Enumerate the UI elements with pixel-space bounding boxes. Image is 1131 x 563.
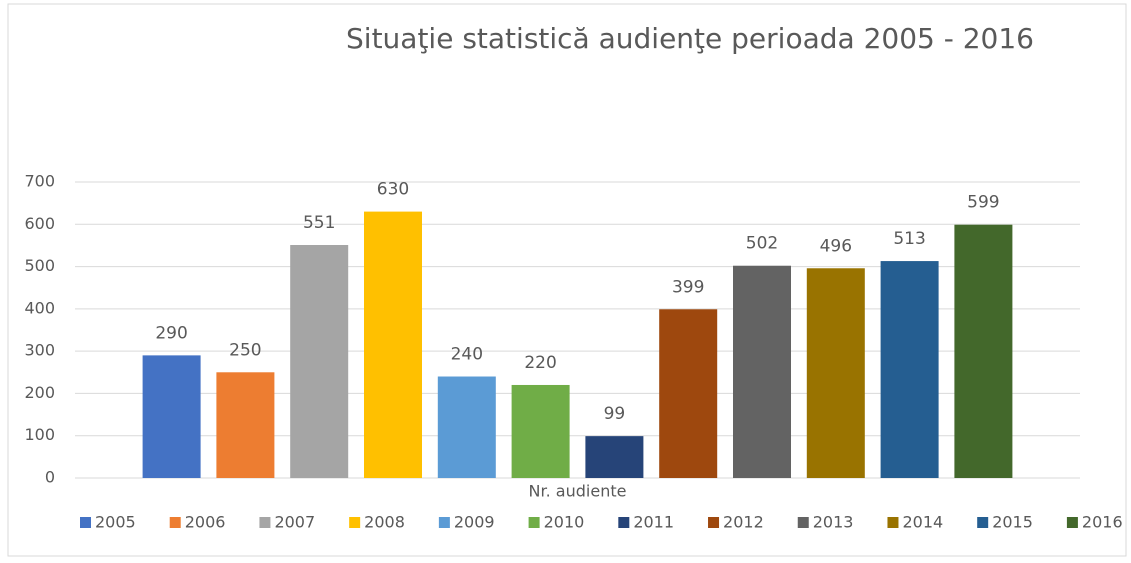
bar: [733, 265, 791, 478]
legend-label: 2009: [454, 513, 495, 532]
legend-swatch: [169, 517, 181, 528]
data-label: 551: [303, 213, 335, 233]
bar: [364, 211, 422, 478]
data-label: 99: [604, 404, 626, 424]
y-tick-label: 700: [24, 172, 55, 191]
legend-swatch: [618, 517, 630, 528]
data-label: 502: [746, 234, 778, 254]
chart-title: Situaţie statistică audienţe perioada 20…: [346, 22, 1034, 55]
legend-swatch: [797, 517, 809, 528]
bar: [290, 245, 349, 478]
data-label: 250: [229, 340, 261, 360]
data-label: 496: [820, 236, 852, 256]
legend-swatch: [438, 517, 450, 528]
y-tick-label: 300: [24, 341, 55, 360]
y-tick-label: 100: [24, 425, 55, 444]
bar: [585, 436, 644, 478]
y-tick-label: 600: [24, 214, 55, 233]
data-label: 240: [451, 345, 483, 365]
legend-swatch: [887, 517, 899, 528]
y-tick-label: 500: [24, 256, 55, 275]
legend-swatch: [708, 517, 720, 528]
data-label: 513: [893, 229, 925, 249]
bar: [511, 384, 570, 478]
legend-label: 2006: [185, 513, 226, 532]
legend-swatch: [977, 517, 989, 528]
y-tick-label: 200: [24, 383, 55, 402]
data-label: 220: [524, 353, 556, 373]
legend-swatch: [349, 517, 361, 528]
legend-label: 2005: [95, 513, 136, 532]
legend-label: 2013: [813, 513, 854, 532]
legend-label: 2008: [364, 513, 405, 532]
bar: [880, 261, 939, 478]
legend-label: 2016: [1082, 513, 1123, 532]
x-tick-label: Nr. audiente: [529, 482, 627, 501]
data-label: 630: [377, 180, 409, 200]
y-tick-label: 0: [45, 468, 55, 487]
bar: [659, 309, 718, 478]
legend-label: 2011: [633, 513, 674, 532]
legend-label: 2014: [902, 513, 943, 532]
legend-swatch: [259, 517, 271, 528]
data-label: 599: [967, 193, 999, 213]
bar: [437, 376, 496, 478]
legend-swatch: [528, 517, 540, 528]
legend-label: 2015: [992, 513, 1033, 532]
bar: [142, 355, 201, 478]
bar: [806, 268, 865, 478]
legend-swatch: [80, 517, 91, 528]
legend-swatch: [1066, 517, 1078, 528]
bar: [954, 224, 1013, 478]
bar: [216, 372, 275, 478]
data-label: 290: [155, 323, 187, 343]
legend-label: 2012: [723, 513, 764, 532]
data-label: 399: [672, 277, 704, 297]
y-tick-label: 400: [24, 298, 55, 317]
legend-label: 2010: [544, 513, 585, 532]
legend-label: 2007: [274, 513, 315, 532]
